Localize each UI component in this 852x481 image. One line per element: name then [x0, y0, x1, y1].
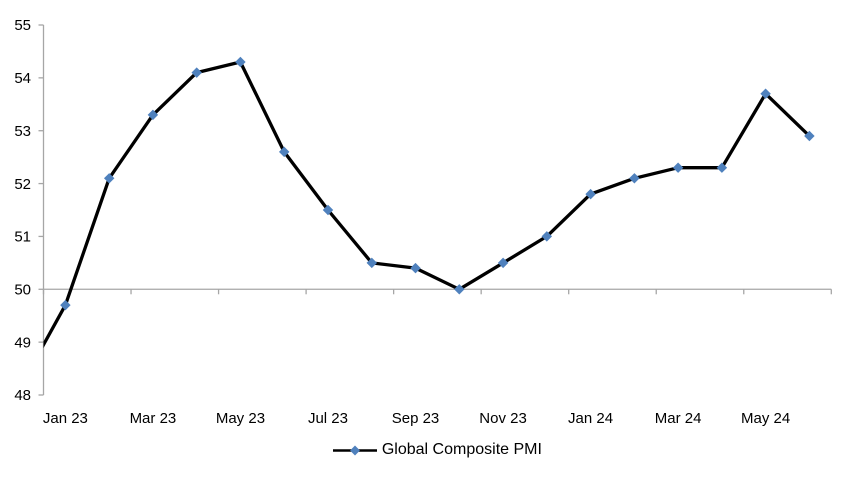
x-tick-label: May 24 [741, 410, 790, 427]
data-point-marker [585, 188, 596, 200]
y-tick-label: 48 [14, 387, 31, 404]
x-tick-label: Jan 24 [568, 410, 613, 427]
y-tick-label: 52 [14, 176, 31, 193]
x-tick-label: Nov 23 [479, 410, 527, 427]
data-point-marker [760, 88, 771, 99]
data-point-marker [541, 231, 553, 242]
y-tick-label: 55 [14, 17, 31, 34]
x-tick-label: Mar 23 [130, 410, 177, 427]
data-point-marker [672, 162, 684, 173]
data-point-marker [235, 56, 246, 68]
y-tick-label: 51 [14, 229, 31, 246]
x-tick-label: Jul 23 [308, 410, 348, 427]
y-tick-label: 50 [14, 281, 31, 298]
legend-label: Global Composite PMI [381, 441, 542, 458]
x-tick-label: Sep 23 [392, 410, 440, 427]
data-point-marker [629, 173, 640, 184]
data-point-marker [410, 262, 421, 274]
pmi-series-line [43, 60, 811, 349]
legend-marker-icon [332, 445, 377, 455]
legend-diamond-icon [349, 445, 360, 455]
x-tick-label: Mar 24 [655, 410, 702, 427]
y-tick-label: 49 [14, 334, 31, 351]
data-point-marker [716, 162, 728, 173]
legend: Global Composite PMI [44, 441, 832, 459]
y-tick-label: 54 [14, 70, 31, 87]
data-point-marker [804, 130, 815, 142]
x-tick-label: Jan 23 [43, 410, 88, 427]
y-tick-label: 53 [14, 123, 31, 140]
x-tick-label: May 23 [216, 410, 265, 427]
